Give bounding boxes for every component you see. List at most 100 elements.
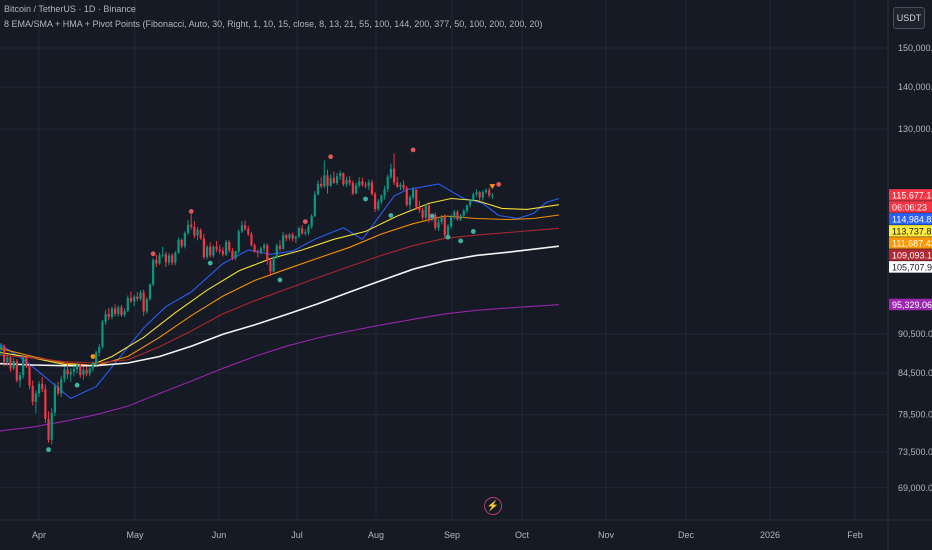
candle-body bbox=[294, 236, 297, 239]
pivot-marker bbox=[328, 154, 334, 160]
y-tick-label: 150,000.00 bbox=[898, 43, 932, 53]
candle-body bbox=[209, 246, 212, 256]
candle-body bbox=[310, 215, 313, 227]
candle-body bbox=[367, 182, 370, 186]
candle-body bbox=[329, 178, 332, 186]
candle-body bbox=[129, 297, 133, 302]
pivot-marker bbox=[410, 147, 416, 153]
candle-body bbox=[307, 226, 310, 232]
candle-body bbox=[339, 172, 342, 177]
candle-body bbox=[386, 176, 389, 190]
indicator-legend[interactable]: 8 EMA/SMA + HMA + Pivot Points (Fibonacc… bbox=[4, 19, 543, 29]
candle-body bbox=[301, 228, 304, 234]
candle-body bbox=[272, 257, 275, 272]
candle-body bbox=[250, 234, 253, 246]
candle-body bbox=[66, 369, 69, 375]
candle-body bbox=[370, 182, 373, 195]
candle-body bbox=[167, 255, 171, 263]
candle-body bbox=[145, 298, 148, 312]
pivot-marker bbox=[496, 181, 502, 187]
candle-body bbox=[412, 189, 415, 198]
candle-body bbox=[456, 211, 459, 220]
candle-body bbox=[31, 385, 34, 402]
x-tick-label: Apr bbox=[32, 530, 46, 540]
pivot-marker bbox=[277, 277, 283, 283]
candle-body bbox=[392, 168, 396, 183]
pivot-marker bbox=[90, 354, 96, 359]
candle-body bbox=[69, 371, 72, 375]
x-tick-label: Sep bbox=[444, 530, 460, 540]
candle-body bbox=[34, 393, 37, 402]
candle-body bbox=[234, 251, 237, 259]
candle-body bbox=[79, 365, 82, 376]
candle-body bbox=[82, 369, 85, 376]
candle-body bbox=[240, 225, 244, 232]
candle-body bbox=[450, 216, 453, 227]
candle-body bbox=[193, 226, 196, 236]
candle-body bbox=[269, 260, 272, 272]
price-label-box bbox=[889, 213, 932, 225]
candle-body bbox=[282, 235, 285, 249]
candle-body bbox=[364, 184, 367, 186]
candle-body bbox=[396, 182, 399, 187]
candle-body bbox=[472, 194, 475, 200]
candle-body bbox=[459, 215, 462, 220]
pivot-marker bbox=[207, 260, 213, 266]
lightning-icon[interactable]: ⚡ bbox=[484, 497, 502, 515]
price-label-text: 115,677.13 bbox=[892, 191, 932, 201]
price-label-box bbox=[889, 201, 932, 213]
candle-body bbox=[186, 224, 190, 233]
candle-body bbox=[389, 168, 393, 177]
candle-body bbox=[171, 255, 174, 263]
candle-body bbox=[161, 254, 164, 256]
candle-body bbox=[155, 259, 158, 264]
candle-body bbox=[85, 369, 88, 374]
candle-body bbox=[332, 178, 335, 183]
candle-body bbox=[25, 357, 28, 367]
y-tick-label: 84,500.00 bbox=[898, 368, 932, 378]
currency-button[interactable]: USDT bbox=[893, 7, 925, 29]
moving-average-line bbox=[0, 245, 559, 367]
candle-body bbox=[218, 249, 221, 252]
candle-body bbox=[190, 224, 193, 227]
price-label-box bbox=[889, 249, 932, 261]
candle-body bbox=[0, 346, 3, 349]
candle-body bbox=[418, 207, 421, 210]
candle-body bbox=[361, 181, 364, 185]
candle-body bbox=[174, 252, 177, 263]
pivot-marker bbox=[445, 234, 451, 240]
pivot-marker bbox=[458, 238, 464, 244]
candle-body bbox=[37, 383, 41, 394]
y-tick-label: 69,000.00 bbox=[898, 483, 932, 493]
candle-body bbox=[22, 357, 25, 376]
candle-body bbox=[253, 245, 256, 252]
candle-body bbox=[475, 192, 478, 195]
candle-body bbox=[177, 239, 180, 253]
candle-body bbox=[104, 313, 107, 322]
candle-body bbox=[215, 246, 218, 250]
candle-body bbox=[247, 228, 250, 235]
price-label-box bbox=[889, 298, 932, 311]
candle-body bbox=[342, 172, 345, 185]
candle-body bbox=[446, 226, 450, 236]
y-tick-label: 78,500.00 bbox=[898, 410, 932, 420]
candle-body bbox=[297, 228, 301, 237]
candle-body bbox=[47, 419, 50, 440]
candle-body bbox=[320, 183, 323, 187]
pivot-marker bbox=[46, 447, 51, 453]
candle-body bbox=[323, 175, 326, 187]
candle-body bbox=[164, 254, 167, 263]
candle-body bbox=[326, 175, 329, 186]
price-label-text: 111,687.43 bbox=[892, 239, 932, 249]
candle-body bbox=[437, 222, 440, 228]
pivot-marker bbox=[388, 213, 394, 218]
candle-body bbox=[18, 375, 22, 381]
candle-body bbox=[288, 234, 291, 239]
x-tick-label: 2026 bbox=[760, 530, 780, 540]
candle-body bbox=[75, 365, 79, 370]
candle-body bbox=[402, 184, 405, 189]
candle-body bbox=[88, 368, 91, 374]
candle-body bbox=[12, 361, 15, 369]
